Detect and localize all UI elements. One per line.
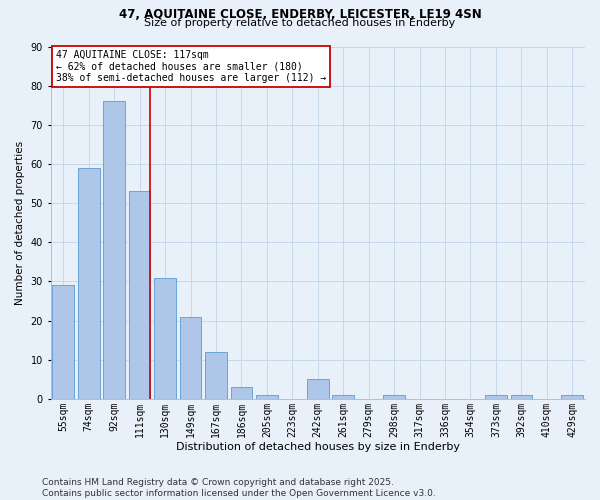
Bar (307, 380, 329, 399)
Bar (383, 395, 405, 399)
Bar (103, 102, 125, 399)
Text: Size of property relative to detached houses in Enderby: Size of property relative to detached ho… (145, 18, 455, 28)
Bar (256, 395, 278, 399)
Bar (180, 316, 202, 399)
X-axis label: Distribution of detached houses by size in Enderby: Distribution of detached houses by size … (176, 442, 460, 452)
Y-axis label: Number of detached properties: Number of detached properties (15, 140, 25, 305)
Bar (129, 192, 151, 399)
Bar (485, 395, 507, 399)
Bar (205, 352, 227, 399)
Bar (230, 387, 252, 399)
Text: 47 AQUITAINE CLOSE: 117sqm
← 62% of detached houses are smaller (180)
38% of sem: 47 AQUITAINE CLOSE: 117sqm ← 62% of deta… (56, 50, 326, 83)
Text: 47, AQUITAINE CLOSE, ENDERBY, LEICESTER, LE19 4SN: 47, AQUITAINE CLOSE, ENDERBY, LEICESTER,… (119, 8, 481, 20)
Bar (52, 286, 74, 399)
Text: Contains HM Land Registry data © Crown copyright and database right 2025.
Contai: Contains HM Land Registry data © Crown c… (42, 478, 436, 498)
Bar (511, 395, 532, 399)
Bar (562, 395, 583, 399)
Bar (332, 395, 354, 399)
Bar (154, 278, 176, 399)
Bar (78, 168, 100, 399)
